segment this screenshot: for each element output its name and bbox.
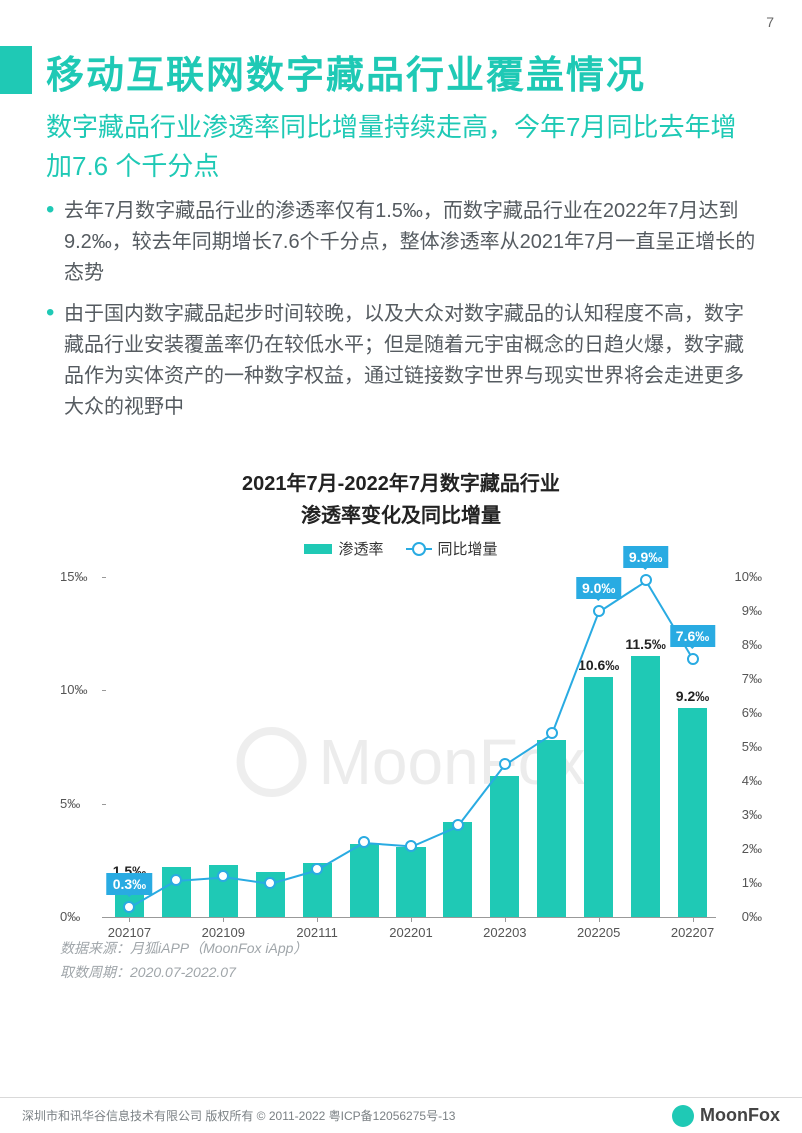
source-line-1: 数据来源：月狐iAPP（MoonFox iApp） [60, 938, 307, 958]
legend-line-swatch [406, 548, 432, 550]
y-right-tick: 7‰ [742, 671, 762, 686]
legend-bar-swatch [304, 544, 332, 554]
moonfox-logo-icon [672, 1105, 694, 1127]
chart-marker [217, 870, 229, 882]
chart-plot: MoonFox 1.5‰10.6‰11.5‰9.2‰0.3‰9.0‰9.9‰7.… [60, 577, 762, 947]
y-left-tick: 0‰ [60, 909, 80, 924]
source-line-2: 取数周期：2020.07-2022.07 [60, 962, 236, 982]
footer-copyright: 深圳市和讯华谷信息技术有限公司 版权所有 © 2011-2022 粤ICP备12… [22, 1107, 455, 1124]
plot-area: 1.5‰10.6‰11.5‰9.2‰0.3‰9.0‰9.9‰7.6‰ [106, 577, 716, 917]
title-accent [0, 46, 32, 94]
page-subtitle: 数字藏品行业渗透率同比增量持续走高，今年7月同比去年增加7.6 个千分点 [46, 108, 762, 186]
page-title: 移动互联网数字藏品行业覆盖情况 [46, 44, 646, 99]
footer-brand-text: MoonFox [700, 1105, 780, 1126]
y-right-tick: 2‰ [742, 841, 762, 856]
line-callout: 9.0‰ [576, 577, 621, 599]
legend-line-label: 同比增量 [438, 538, 498, 559]
bar-value-label: 11.5‰ [625, 636, 665, 652]
bullet-text: 由于国内数字藏品起步时间较晚，以及大众对数字藏品的认知程度不高，数字藏品行业安装… [64, 299, 762, 423]
chart-bar [350, 844, 379, 917]
chart-bar [443, 822, 472, 917]
chart-marker [593, 605, 605, 617]
y-right-tick: 4‰ [742, 773, 762, 788]
legend-line: 同比增量 [406, 538, 498, 559]
bullet-dot: • [46, 299, 64, 423]
chart-marker [123, 901, 135, 913]
line-callout: 9.9‰ [623, 546, 668, 568]
chart-title-line1: 2021年7月-2022年7月数字藏品行业 [0, 468, 802, 500]
y-right-tick: 0‰ [742, 909, 762, 924]
bar-value-label: 9.2‰ [676, 688, 709, 704]
bullet-item: • 去年7月数字藏品行业的渗透率仅有1.5‰，而数字藏品行业在2022年7月达到… [46, 196, 762, 289]
chart-bar [537, 740, 566, 917]
chart-container: 2021年7月-2022年7月数字藏品行业 渗透率变化及同比增量 渗透率 同比增… [0, 468, 802, 1028]
chart-marker [452, 819, 464, 831]
x-tick-label: 202201 [389, 925, 432, 940]
chart-bar [490, 776, 519, 917]
chart-bar [396, 847, 425, 917]
chart-legend: 渗透率 同比增量 [0, 538, 802, 559]
chart-marker [499, 758, 511, 770]
chart-marker [640, 574, 652, 586]
line-callout: 7.6‰ [670, 625, 715, 647]
y-left-tick: 15‰ [60, 569, 87, 584]
x-tick-label: 202207 [671, 925, 714, 940]
y-right-tick: 3‰ [742, 807, 762, 822]
y-right-tick: 6‰ [742, 705, 762, 720]
chart-marker [405, 840, 417, 852]
chart-bar [584, 677, 613, 917]
chart-marker [546, 727, 558, 739]
y-left-tick: 10‰ [60, 682, 87, 697]
bullet-list: • 去年7月数字藏品行业的渗透率仅有1.5‰，而数字藏品行业在2022年7月达到… [46, 196, 762, 433]
page-number: 7 [766, 14, 774, 30]
legend-bar: 渗透率 [304, 538, 383, 559]
y-right-tick: 10‰ [735, 569, 762, 584]
y-right-tick: 8‰ [742, 637, 762, 652]
bullet-text: 去年7月数字藏品行业的渗透率仅有1.5‰，而数字藏品行业在2022年7月达到9.… [64, 196, 762, 289]
legend-bar-label: 渗透率 [338, 538, 383, 559]
y-left-tick: 5‰ [60, 796, 80, 811]
bullet-item: • 由于国内数字藏品起步时间较晚，以及大众对数字藏品的认知程度不高，数字藏品行业… [46, 299, 762, 423]
line-callout: 0.3‰ [107, 873, 152, 895]
footer-brand: MoonFox [672, 1105, 780, 1127]
x-tick-label: 202203 [483, 925, 526, 940]
chart-marker [687, 653, 699, 665]
y-right-tick: 5‰ [742, 739, 762, 754]
chart-marker [358, 836, 370, 848]
x-tick-label: 202205 [577, 925, 620, 940]
chart-bar [631, 656, 660, 917]
chart-marker [170, 874, 182, 886]
chart-title-line2: 渗透率变化及同比增量 [0, 500, 802, 532]
bar-value-label: 10.6‰ [578, 657, 619, 673]
page-footer: 深圳市和讯华谷信息技术有限公司 版权所有 © 2011-2022 粤ICP备12… [0, 1097, 802, 1133]
chart-marker [311, 863, 323, 875]
y-right-tick: 9‰ [742, 603, 762, 618]
chart-marker [264, 877, 276, 889]
chart-bar [678, 708, 707, 917]
bullet-dot: • [46, 196, 64, 289]
y-right-tick: 1‰ [742, 875, 762, 890]
